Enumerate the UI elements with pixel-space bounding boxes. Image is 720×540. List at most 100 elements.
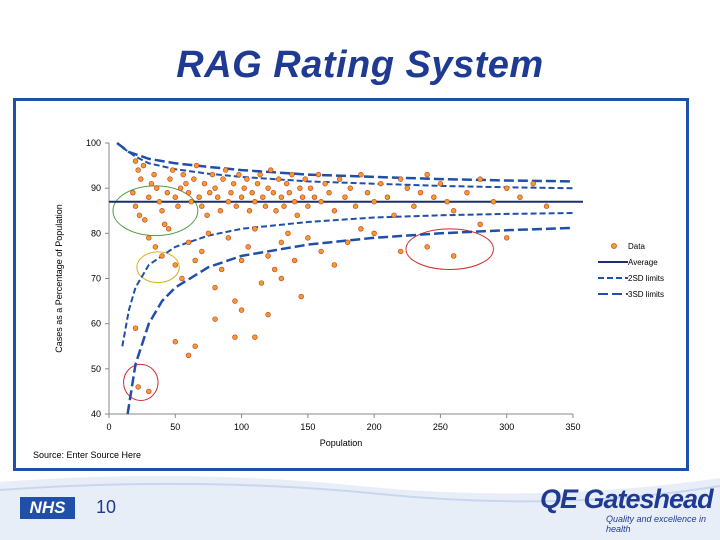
data-point xyxy=(238,257,245,264)
data-point xyxy=(404,185,410,191)
data-point xyxy=(180,171,186,178)
data-point xyxy=(172,262,178,268)
y-axis-title: Cases as a Percentage of Population xyxy=(54,204,64,353)
chart-axes xyxy=(105,142,574,418)
data-point xyxy=(504,235,510,241)
data-point xyxy=(331,262,338,268)
data-point xyxy=(371,230,377,237)
data-point xyxy=(192,257,198,264)
chart-points xyxy=(130,158,550,395)
chart-panel: 40 50 60 70 80 90 100 0 50 100 150 200 250 300 350 Popu… xyxy=(13,98,689,471)
data-point xyxy=(192,343,198,349)
data-point xyxy=(260,194,266,200)
data-point xyxy=(391,212,397,218)
data-point xyxy=(238,194,245,200)
legend-marker-data xyxy=(611,243,617,249)
data-point xyxy=(318,248,324,255)
data-point xyxy=(230,180,237,187)
data-point xyxy=(262,203,269,209)
legend-label: 3SD limits xyxy=(628,290,664,299)
data-point xyxy=(217,208,224,214)
y-tick-label: 60 xyxy=(91,319,101,329)
data-point xyxy=(252,199,258,205)
data-point xyxy=(212,316,218,322)
source-note: Source: Enter Source Here xyxy=(33,450,142,460)
data-point xyxy=(294,212,300,218)
data-point xyxy=(272,266,278,273)
x-tick-label: 350 xyxy=(565,422,580,432)
slide-title: RAG Rating System xyxy=(176,44,544,86)
data-point xyxy=(268,167,274,173)
data-point xyxy=(185,189,192,196)
data-point xyxy=(331,208,338,214)
data-point xyxy=(344,239,351,246)
data-point xyxy=(397,176,404,182)
x-tick-label: 0 xyxy=(106,422,111,432)
data-point xyxy=(159,253,165,259)
legend-label: Average xyxy=(628,258,658,267)
data-point xyxy=(215,194,221,200)
data-point xyxy=(130,189,136,196)
data-point xyxy=(232,334,238,340)
data-point xyxy=(265,253,271,259)
data-point xyxy=(299,194,306,200)
data-point xyxy=(517,194,523,200)
data-point xyxy=(132,203,139,209)
data-point xyxy=(411,203,417,209)
limit-upper-3SD-limits xyxy=(116,142,574,183)
data-point xyxy=(477,221,483,228)
data-point xyxy=(307,185,314,191)
data-point xyxy=(172,339,178,345)
data-point xyxy=(311,194,318,200)
data-point xyxy=(417,189,424,196)
y-tick-label: 90 xyxy=(91,183,101,193)
data-point xyxy=(225,235,232,241)
data-point xyxy=(450,253,457,259)
data-point xyxy=(135,167,141,173)
data-point xyxy=(204,212,210,218)
data-point xyxy=(281,203,287,209)
data-point xyxy=(245,244,251,250)
data-point xyxy=(142,217,148,223)
data-point xyxy=(291,257,298,264)
data-point xyxy=(132,158,139,164)
nhs-logo: NHS xyxy=(20,497,75,519)
data-point xyxy=(265,311,271,318)
data-point xyxy=(140,162,147,169)
legend-label: 2SD limits xyxy=(628,274,664,283)
data-point xyxy=(254,180,261,187)
x-tick-label: 100 xyxy=(234,422,249,432)
data-point xyxy=(209,171,216,178)
chart-legend: Data Average 2SD limits 3SD limits xyxy=(598,242,664,299)
y-tick-label: 100 xyxy=(86,138,101,148)
data-point xyxy=(244,176,250,182)
data-point xyxy=(352,203,359,209)
data-point xyxy=(212,284,218,291)
data-point xyxy=(185,239,192,246)
data-point xyxy=(464,189,470,196)
qe-gateshead-logo: QE Gateshead xyxy=(540,484,714,514)
scatter-chart: 40 50 60 70 80 90 100 0 50 100 150 200 250 300 350 Popu… xyxy=(54,138,664,448)
x-tick-label: 150 xyxy=(300,422,315,432)
data-point xyxy=(232,298,238,304)
data-point xyxy=(175,203,181,209)
data-point xyxy=(358,226,364,232)
data-point xyxy=(201,180,208,187)
highlight-yellow xyxy=(136,251,180,284)
data-point xyxy=(431,194,437,200)
chart-limit-lines xyxy=(109,142,583,415)
data-point xyxy=(193,162,200,169)
limit-lower-2SD-limits xyxy=(121,212,574,347)
data-point xyxy=(136,212,143,218)
data-point xyxy=(169,167,176,173)
data-point xyxy=(424,171,430,178)
data-point xyxy=(188,199,194,205)
data-point xyxy=(220,176,226,182)
x-tick-label: 50 xyxy=(170,422,180,432)
data-point xyxy=(364,189,371,196)
data-point xyxy=(154,185,160,191)
x-axis-title: Population xyxy=(320,438,363,448)
data-point xyxy=(477,176,483,182)
data-point xyxy=(236,171,242,178)
data-point xyxy=(322,180,328,187)
